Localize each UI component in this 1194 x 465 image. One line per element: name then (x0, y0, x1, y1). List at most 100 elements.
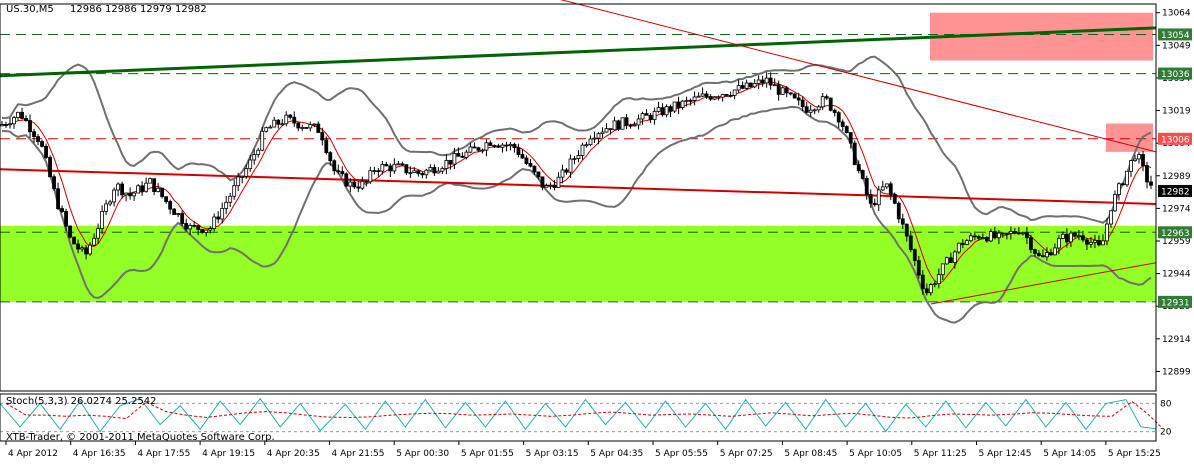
candle-down (24, 118, 28, 121)
candle-up (1093, 239, 1097, 243)
candle-down (704, 93, 709, 97)
candle-down (1097, 239, 1101, 246)
candle-down (824, 96, 829, 99)
candle-down (1145, 165, 1149, 183)
trendline-2[interactable] (365, 0, 1157, 153)
trendline-3[interactable] (930, 262, 1157, 305)
candle-up (1008, 231, 1013, 235)
candle-up (104, 203, 108, 212)
candle-up (116, 183, 121, 191)
candle-up (188, 224, 193, 230)
candle-up (700, 93, 705, 97)
candle-down (860, 170, 865, 179)
candle-up (636, 118, 641, 126)
candle-down (48, 157, 52, 178)
candle-down (172, 208, 177, 215)
candle-up (124, 192, 129, 196)
candle-down (608, 128, 613, 131)
candle-up (244, 168, 249, 177)
zones-layer (0, 12, 1156, 302)
y-tick-label: 12974 (1162, 204, 1191, 214)
candle-down (180, 213, 185, 224)
candle-up (572, 158, 577, 160)
candle-up (236, 176, 241, 187)
trendline-1[interactable] (0, 168, 1157, 206)
candle-up (136, 185, 141, 194)
price-panel-frame (0, 3, 1157, 392)
candle-up (772, 84, 777, 87)
candles-layer (0, 72, 1153, 296)
stochastic-layer (0, 397, 1163, 433)
candle-down (728, 94, 733, 97)
price-tag-12963 (1158, 226, 1192, 239)
candle-down (456, 153, 461, 157)
candle-down (1073, 232, 1077, 237)
price-tag-label: 13006 (1161, 135, 1190, 145)
candle-up (556, 176, 561, 188)
candle-down (864, 178, 869, 195)
candle-up (952, 251, 957, 263)
trendlines-layer (0, 0, 1157, 305)
price-tag-label: 13054 (1161, 31, 1190, 41)
candle-up (1113, 194, 1117, 212)
x-tick-label: 5 Apr 00:30 (396, 449, 449, 459)
price-tag-12982 (1158, 184, 1192, 197)
candle-down (540, 176, 545, 188)
candle-up (8, 123, 12, 126)
trendline-0[interactable] (0, 26, 1157, 78)
candle-up (568, 158, 573, 173)
candle-up (692, 96, 697, 101)
candle-up (596, 133, 601, 139)
candle-down (152, 178, 157, 193)
bollinger-upper-band (1, 55, 1152, 224)
candle-up (988, 231, 993, 242)
candle-down (160, 187, 165, 198)
candle-down (432, 167, 437, 174)
candle-up (156, 187, 161, 193)
candle-up (264, 127, 269, 132)
candle-up (996, 232, 1001, 239)
candle-down (1149, 181, 1153, 186)
candle-up (1117, 183, 1121, 195)
candle-down (460, 155, 465, 158)
symbol-label: US.30,M5 (6, 4, 54, 15)
y-tick-label: 12944 (1162, 270, 1191, 280)
candle-down (1012, 231, 1017, 234)
zone-0 (0, 225, 1156, 302)
candle-down (292, 116, 297, 124)
candle-up (348, 181, 353, 187)
x-tick-label: 4 Apr 20:35 (267, 449, 320, 459)
candle-down (900, 218, 905, 225)
candle-up (664, 106, 669, 116)
price-tag-13036 (1158, 67, 1192, 80)
price-tag-label: 12931 (1161, 298, 1190, 308)
candle-down (904, 223, 909, 237)
candle-up (368, 170, 373, 183)
candle-down (448, 160, 453, 165)
candle-down (644, 113, 649, 116)
candle-up (260, 130, 265, 151)
candle-up (176, 213, 181, 215)
candle-down (304, 127, 309, 129)
candle-down (56, 188, 60, 209)
candle-up (240, 176, 245, 178)
candle-down (216, 216, 221, 220)
stoch-main-line (0, 397, 1157, 433)
candle-down (796, 97, 801, 101)
candle-down (984, 237, 989, 242)
candle-up (944, 257, 949, 265)
candle-down (184, 223, 189, 230)
candle-up (272, 119, 277, 128)
y-tick-label: 13049 (1162, 41, 1191, 51)
candle-up (484, 142, 489, 151)
candle-up (756, 79, 761, 84)
candle-up (652, 110, 657, 121)
candle-down (564, 169, 569, 173)
x-tick-label: 5 Apr 10:05 (849, 449, 902, 459)
candle-up (88, 244, 92, 255)
candle-down (296, 122, 301, 129)
candle-up (1020, 232, 1025, 235)
candle-down (276, 119, 281, 125)
